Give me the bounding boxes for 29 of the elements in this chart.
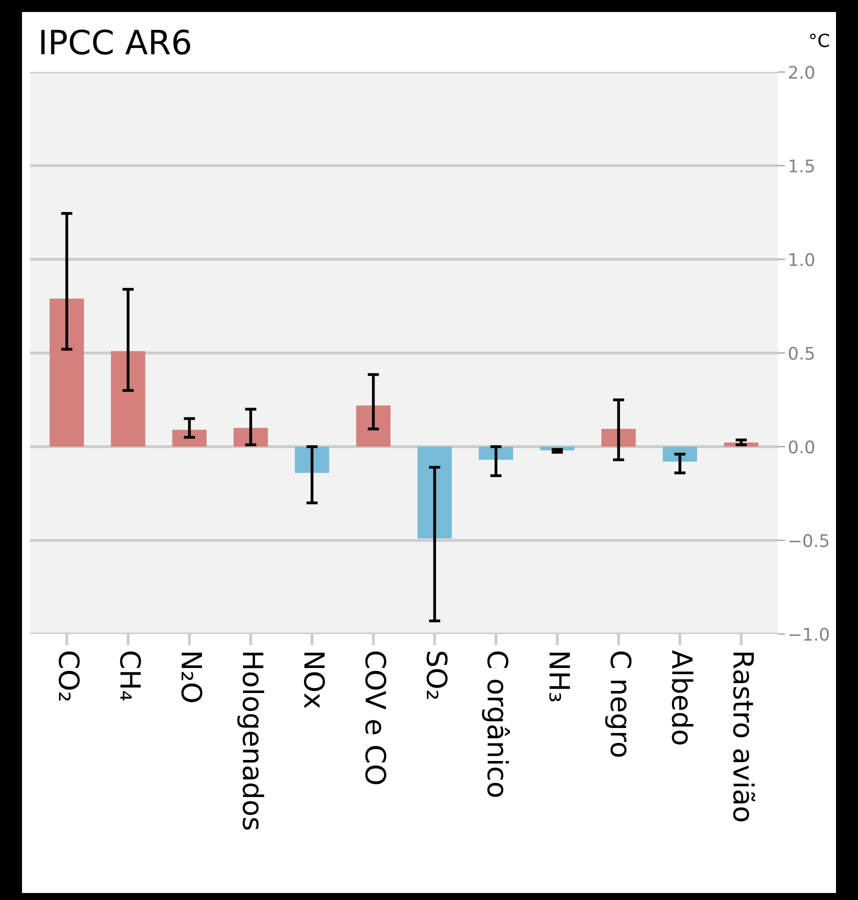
bar bbox=[50, 298, 84, 447]
x-tick-label: N₂O bbox=[181, 652, 202, 702]
x-tick-label: C negro bbox=[605, 652, 632, 757]
y-tick-label: 2.0 bbox=[788, 66, 814, 79]
bar bbox=[234, 428, 268, 447]
x-tick-label: Hologenados bbox=[237, 652, 264, 830]
x-tick-label: NH₃ bbox=[549, 652, 570, 702]
y-tick-label: 0.5 bbox=[788, 346, 814, 360]
x-tick-label: CH₄ bbox=[120, 652, 142, 701]
x-tick-label: COV e CO bbox=[365, 652, 386, 784]
x-tick-label: SO₂ bbox=[426, 652, 448, 699]
x-tick-label: C orgânico bbox=[482, 652, 510, 797]
x-tick-label: Rastro avião bbox=[733, 652, 756, 822]
y-tick-label: 1.5 bbox=[790, 160, 814, 173]
y-tick-label: 0.0 bbox=[788, 440, 814, 454]
bar bbox=[417, 446, 452, 538]
x-tick-label: Albedo bbox=[672, 650, 694, 745]
chart-title: IPCC AR6 bbox=[41, 29, 190, 55]
bar bbox=[356, 405, 391, 447]
bar bbox=[601, 428, 636, 447]
bar bbox=[110, 351, 146, 447]
y-axis-title: °C bbox=[810, 34, 830, 48]
bar bbox=[172, 430, 207, 447]
y-tick-label: −1.0 bbox=[790, 628, 829, 641]
x-tick-label: CO₂ bbox=[58, 652, 80, 701]
y-tick-label: 1.0 bbox=[790, 253, 814, 266]
bar bbox=[662, 446, 698, 462]
x-tick-label: NOx bbox=[304, 652, 325, 708]
y-tick-label: −0.5 bbox=[790, 534, 828, 548]
